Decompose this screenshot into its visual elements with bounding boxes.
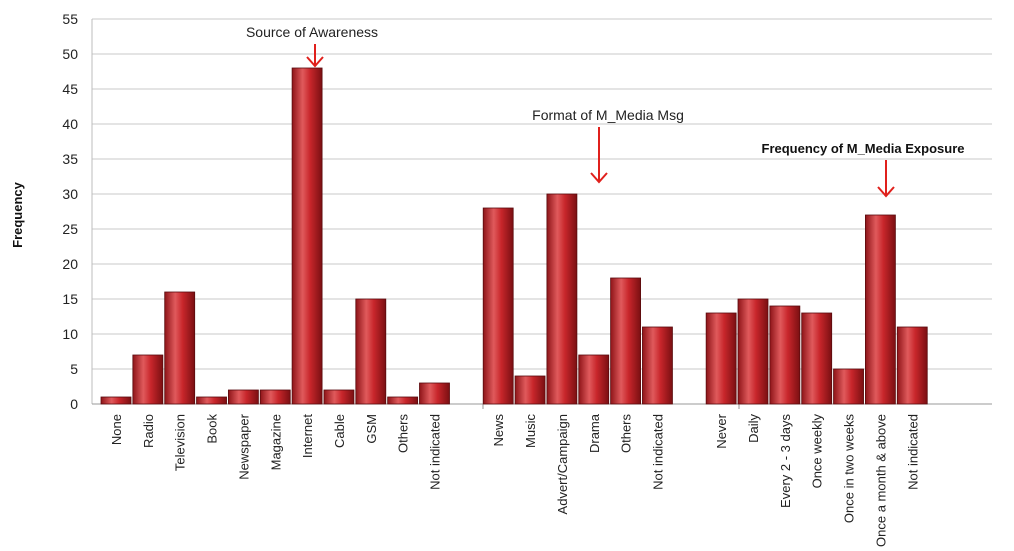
bar [769,305,801,405]
bar [578,354,610,405]
bar [737,298,769,405]
x-tick-label: Never [714,413,729,448]
bar [833,368,864,405]
x-tick-label: Once weekly [810,414,825,489]
bar [801,312,833,405]
bar [291,67,323,405]
x-tick-label: Every 2 - 3 days [778,414,793,508]
x-tick-label: Magazine [268,414,283,470]
x-tick-label: Advert/Campaign [555,414,570,514]
x-tick-label: News [491,414,506,447]
bar [196,396,227,405]
x-tick-label: GSM [364,414,379,444]
bar [482,207,514,405]
y-tick-label: 35 [62,151,78,167]
y-tick-label: 30 [62,186,78,202]
annotations: Source of Awareness Format of M_Media Msg… [246,24,965,198]
x-tick-label: Music [523,414,538,448]
y-tick-label: 10 [62,326,78,342]
group-annotation-label: Frequency of M_Media Exposure [762,141,965,156]
x-tick-label: Drama [587,413,602,453]
bar [642,326,673,405]
y-tick-label: 45 [62,81,78,97]
group-annotation-label: Source of Awareness [246,24,378,40]
bar [896,326,928,405]
x-tick-label: Television [173,414,188,471]
x-tick-label: Not indicated [905,414,920,490]
x-tick-label: None [109,414,124,445]
grid-lines [92,18,992,405]
bar [546,193,578,405]
annotation-arrow-head [590,172,608,184]
y-tick-label: 25 [62,221,78,237]
x-tick-label: Others [619,414,634,454]
y-tick-label: 15 [62,291,78,307]
bar [610,277,641,405]
y-tick-label: 5 [70,361,78,377]
bar [865,214,896,405]
x-tick-label: Others [396,414,411,454]
y-axis: 0 5 10 15 20 25 30 35 40 45 50 55 [62,11,992,412]
bar [355,298,387,405]
x-tick-label: Radio [141,414,156,448]
x-tick-label: Book [205,414,220,444]
group-annotation-label: Format of M_Media Msg [532,107,684,123]
x-tick-label: Daily [746,414,761,443]
bar [323,389,355,405]
y-tick-label: 20 [62,256,78,272]
y-axis-label: Frequency [10,181,25,248]
bar [514,375,546,405]
bar [164,291,196,405]
bar [419,382,450,405]
bar [100,396,132,405]
x-tick-label: Internet [300,414,315,458]
bar [387,396,419,405]
x-tick-label: Not indicated [650,414,665,490]
x-tick-label: Once in two weeks [842,414,857,524]
y-tick-label: 50 [62,46,78,62]
bar [227,389,259,405]
x-tick-label: Once a month & above [873,414,888,547]
x-tick-label: Newspaper [236,413,251,479]
x-tick-label: Cable [332,414,347,448]
bars [100,67,928,405]
bar [259,389,291,405]
annotation-arrow-head [306,56,324,68]
bar [132,354,164,405]
y-tick-label: 55 [62,11,78,27]
annotation-arrow-head [877,186,895,198]
bar [705,312,737,405]
y-tick-label: 40 [62,116,78,132]
y-tick-label: 0 [70,396,78,412]
x-tick-label: Not indicated [428,414,443,490]
category-labels: None Radio Television Book Newspaper Magazine… [109,413,920,547]
